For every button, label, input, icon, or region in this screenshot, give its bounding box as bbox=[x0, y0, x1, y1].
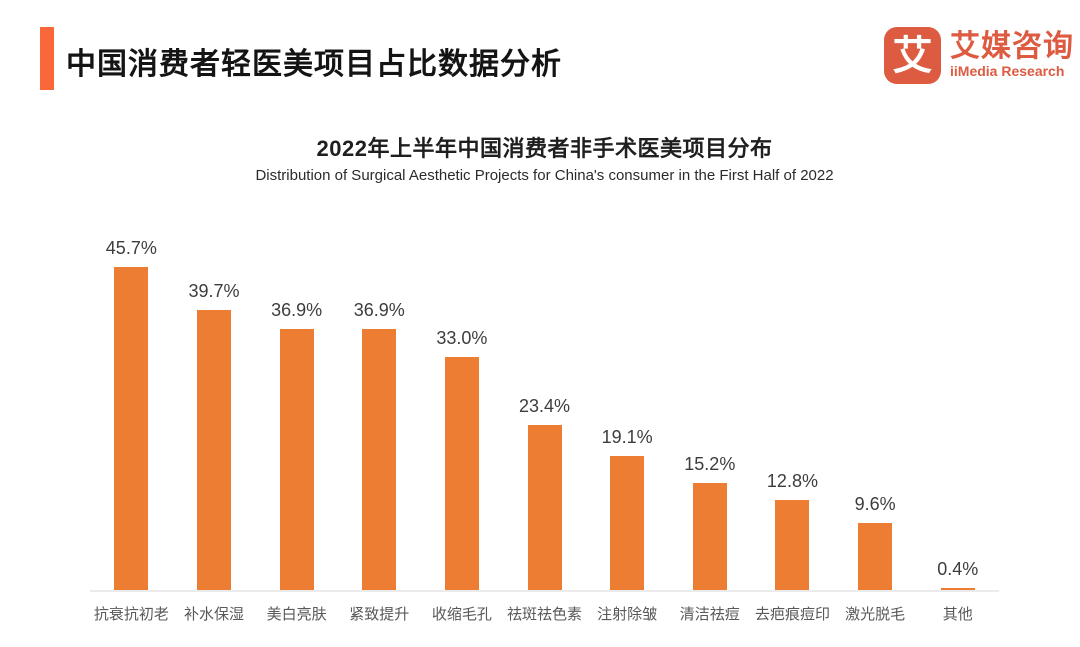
bar-cell: 39.7% bbox=[173, 221, 256, 591]
x-axis-label: 紧致提升 bbox=[349, 606, 410, 623]
bar-value-label: 36.9% bbox=[353, 300, 405, 321]
bar-value-label: 15.2% bbox=[684, 454, 736, 475]
title-accent-bar bbox=[40, 27, 54, 90]
x-axis-label: 清洁祛痘 bbox=[679, 606, 740, 623]
x-axis-label: 其他 bbox=[942, 606, 973, 623]
bar bbox=[279, 329, 314, 591]
bar-value-label: 39.7% bbox=[188, 280, 240, 301]
x-axis-label: 抗衰抗初老 bbox=[93, 606, 169, 623]
x-axis-label: 去疤痕痘印 bbox=[754, 606, 830, 623]
x-axis-label: 美白亮肤 bbox=[266, 606, 327, 623]
x-axis-label: 祛斑祛色素 bbox=[507, 606, 583, 623]
bar bbox=[610, 455, 645, 591]
bar bbox=[858, 522, 893, 591]
iimedia-logo: 艾 艾媒咨询 iiMedia Research bbox=[884, 27, 1074, 84]
bar-value-label: 19.1% bbox=[601, 426, 653, 447]
bar bbox=[775, 500, 810, 591]
bar-cell: 19.1% bbox=[586, 221, 669, 591]
bar bbox=[196, 309, 231, 591]
bar-cell: 9.6% bbox=[834, 221, 917, 591]
page-title: 中国消费者轻医美项目占比数据分析 bbox=[66, 48, 562, 81]
x-axis-label: 注射除皱 bbox=[597, 606, 658, 623]
bar-chart-plot-area: 45.7% 39.7% 36.9% 36.9% 33.0% 23.4% 19.1% 15.2%… bbox=[90, 221, 999, 591]
bar-value-label: 9.6% bbox=[854, 493, 896, 514]
bar-value-label: 33.0% bbox=[436, 328, 488, 348]
bar-value-label: 45.7% bbox=[105, 238, 157, 258]
bar bbox=[940, 588, 975, 591]
iimedia-logo-icon: 艾 bbox=[884, 27, 941, 84]
bar bbox=[362, 329, 397, 591]
bar bbox=[444, 357, 479, 591]
logo-name-cn: 艾媒咨询 bbox=[950, 30, 1074, 63]
bar-cell: 36.9% bbox=[338, 221, 421, 591]
chart-title: 2022年上半年中国消费者非手术医美项目分布 bbox=[316, 136, 773, 161]
bar bbox=[527, 425, 562, 591]
bar-value-label: 23.4% bbox=[519, 396, 571, 417]
bar bbox=[114, 267, 149, 591]
bar-cell: 36.9% bbox=[255, 221, 338, 591]
x-axis-label: 收缩毛孔 bbox=[431, 606, 492, 623]
bar-cell: 45.7% bbox=[90, 221, 173, 591]
x-axis-label: 激光脱毛 bbox=[845, 606, 906, 623]
bar bbox=[692, 483, 727, 591]
x-axis-labels: 抗衰抗初老 补水保湿 美白亮肤 紧致提升 收缩毛孔 祛斑祛色素 注射除皱 清洁祛痘 去疤痕痘印激… bbox=[90, 603, 999, 624]
bar-value-label: 36.9% bbox=[271, 300, 323, 321]
x-axis-line bbox=[90, 590, 999, 592]
logo-text: 艾媒咨询 iiMedia Research bbox=[950, 30, 1074, 80]
logo-name-en: iiMedia Research bbox=[950, 63, 1065, 79]
bar-cell: 33.0% bbox=[421, 221, 504, 591]
x-axis-label: 补水保湿 bbox=[183, 606, 244, 623]
bar-cell: 15.2% bbox=[668, 221, 751, 591]
bar-value-label: 12.8% bbox=[766, 471, 818, 492]
bar-cell: 23.4% bbox=[503, 221, 586, 591]
chart-subtitle: Distribution of Surgical Aesthetic Proje… bbox=[255, 167, 834, 184]
bar-cell: 0.4% bbox=[916, 221, 999, 591]
bar-value-label: 0.4% bbox=[937, 559, 979, 580]
bar-cell: 12.8% bbox=[751, 221, 834, 591]
